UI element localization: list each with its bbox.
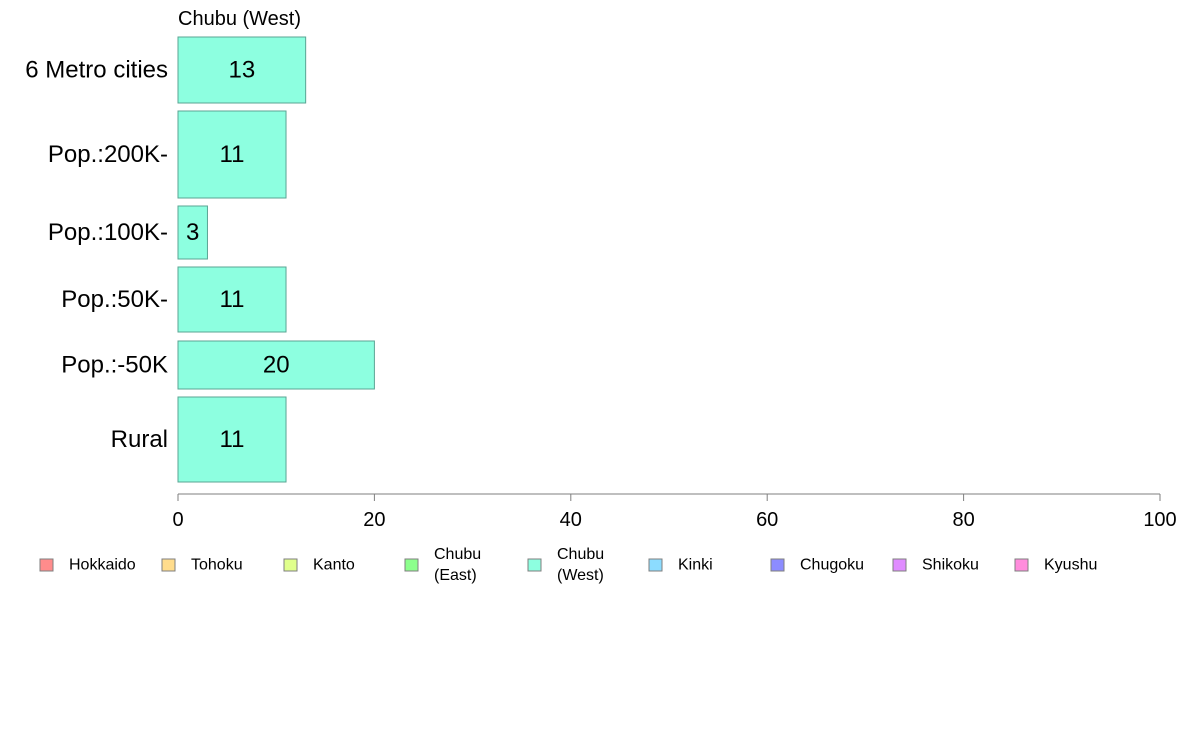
legend-label: (West) [557, 567, 604, 584]
legend-swatch [648, 558, 663, 572]
legend-label: Hokkaido [69, 557, 136, 574]
category-label: 6 Metro cities [25, 57, 168, 84]
legend: Hokkaido Tohoku Kanto Chubu (East) Chubu (West… [39, 546, 1097, 584]
bar [177, 110, 287, 199]
legend-label: Chubu [557, 546, 604, 563]
x-tick-label: 40 [560, 509, 582, 531]
legend-swatch [527, 558, 542, 572]
chart-title: Chubu (West) [178, 8, 301, 30]
legend-swatch [283, 558, 298, 572]
legend-item: Shikoku [892, 557, 979, 574]
bar [177, 36, 307, 104]
legend-item: Kyushu [1014, 557, 1097, 574]
legend-swatch [770, 558, 785, 572]
legend-item: Tohoku [161, 557, 243, 574]
bars-group: 6 Metro cities 13 Pop.:200K- 11 Pop.:100K- 3 P… [25, 36, 375, 483]
category-label: Rural [111, 426, 168, 453]
legend-item: Kinki [648, 557, 713, 574]
bar [177, 396, 287, 483]
category-label: Pop.:50K- [61, 286, 168, 313]
x-tick-label: 20 [363, 509, 385, 531]
bar [177, 266, 287, 333]
legend-label: Tohoku [191, 557, 243, 574]
value-label: 11 [220, 426, 245, 453]
x-tick-label: 80 [952, 509, 974, 531]
legend-label: Kyushu [1044, 557, 1097, 574]
legend-label: Kanto [313, 557, 355, 574]
legend-swatch [39, 558, 54, 572]
legend-label: Chubu [434, 546, 481, 563]
legend-item: Chugoku [770, 557, 864, 574]
legend-swatch [1014, 558, 1029, 572]
legend-item: Hokkaido [39, 557, 136, 574]
legend-swatch [404, 558, 419, 572]
legend-swatch [161, 558, 176, 572]
category-label: Pop.:-50K [61, 352, 168, 379]
value-label: 3 [186, 219, 199, 246]
value-label: 13 [228, 57, 255, 84]
legend-swatch [892, 558, 907, 572]
bar [177, 340, 375, 390]
x-axis: 0 20 40 60 80 100 [172, 493, 1177, 531]
value-label: 11 [220, 286, 245, 313]
category-label: Pop.:200K- [48, 141, 168, 168]
bar [177, 205, 208, 260]
legend-label: Chugoku [800, 557, 864, 574]
x-tick-label: 0 [172, 509, 183, 531]
legend-item: Chubu (West) [527, 546, 604, 584]
category-label: Pop.:100K- [48, 219, 168, 246]
legend-item: Kanto [283, 557, 355, 574]
value-label: 11 [220, 141, 245, 168]
value-label: 20 [263, 352, 290, 379]
x-tick-label: 60 [756, 509, 778, 531]
legend-label: Kinki [678, 557, 713, 574]
legend-item: Chubu (East) [404, 546, 481, 584]
legend-label: Shikoku [922, 557, 979, 574]
legend-label: (East) [434, 567, 477, 584]
x-tick-label: 100 [1143, 509, 1176, 531]
